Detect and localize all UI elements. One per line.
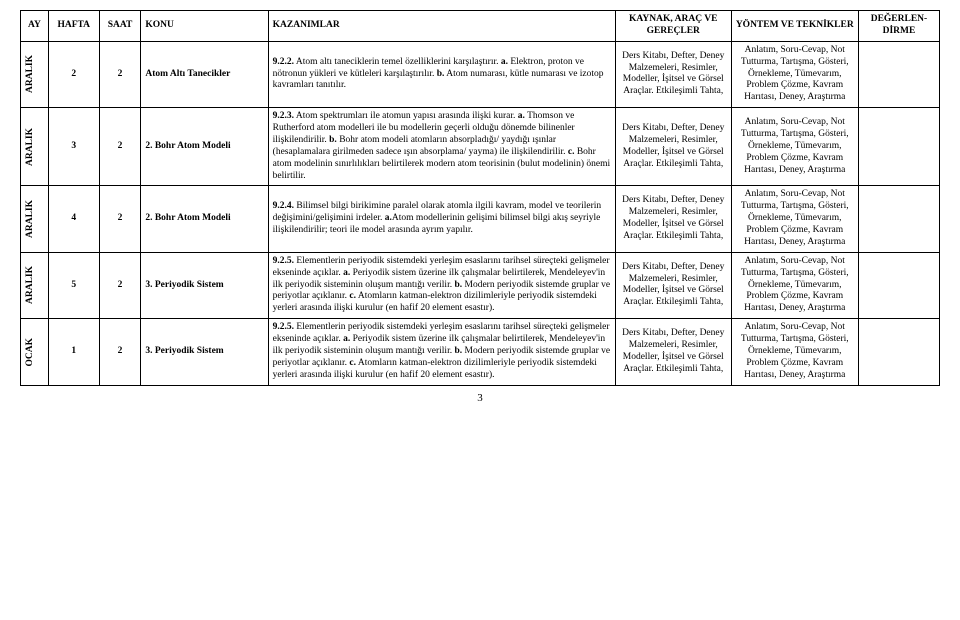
cell-hafta: 1 xyxy=(48,319,99,385)
plan-table: AY HAFTA SAAT KONU KAZANIMLAR KAYNAK, AR… xyxy=(20,10,940,386)
h-ay: AY xyxy=(21,11,49,42)
page-number: 3 xyxy=(20,392,940,404)
cell-saat: 2 xyxy=(99,108,141,186)
cell-degerlen xyxy=(858,252,939,318)
cell-hafta: 2 xyxy=(48,41,99,107)
h-saat: SAAT xyxy=(99,11,141,42)
cell-yontem: Anlatım, Soru-Cevap, Not Tutturma, Tartı… xyxy=(731,319,858,385)
cell-degerlen xyxy=(858,186,939,252)
table-row: ARALIK422. Bohr Atom Modeli9.2.4. Bilims… xyxy=(21,186,940,252)
h-kaynak: KAYNAK, ARAÇ VE GEREÇLER xyxy=(615,11,731,42)
cell-konu: 2. Bohr Atom Modeli xyxy=(141,186,268,252)
cell-kaynak: Ders Kitabı, Defter, Deney Malzemeleri, … xyxy=(615,108,731,186)
cell-kazanimlar: 9.2.5. Elementlerin periyodik sistemdeki… xyxy=(268,252,615,318)
table-row: OCAK123. Periyodik Sistem9.2.5. Elementl… xyxy=(21,319,940,385)
cell-degerlen xyxy=(858,41,939,107)
cell-yontem: Anlatım, Soru-Cevap, Not Tutturma, Tartı… xyxy=(731,252,858,318)
cell-saat: 2 xyxy=(99,319,141,385)
h-kazanimlar: KAZANIMLAR xyxy=(268,11,615,42)
cell-kaynak: Ders Kitabı, Defter, Deney Malzemeleri, … xyxy=(615,252,731,318)
h-yontem: YÖNTEM VE TEKNİKLER xyxy=(731,11,858,42)
cell-ay: ARALIK xyxy=(21,186,49,252)
cell-konu: 3. Periyodik Sistem xyxy=(141,252,268,318)
table-row: ARALIK523. Periyodik Sistem9.2.5. Elemen… xyxy=(21,252,940,318)
cell-hafta: 5 xyxy=(48,252,99,318)
cell-hafta: 3 xyxy=(48,108,99,186)
cell-kaynak: Ders Kitabı, Defter, Deney Malzemeleri, … xyxy=(615,41,731,107)
cell-ay: ARALIK xyxy=(21,108,49,186)
cell-yontem: Anlatım, Soru-Cevap, Not Tutturma, Tartı… xyxy=(731,108,858,186)
h-konu: KONU xyxy=(141,11,268,42)
cell-kaynak: Ders Kitabı, Defter, Deney Malzemeleri, … xyxy=(615,319,731,385)
table-row: ARALIK22Atom Altı Tanecikler9.2.2. Atom … xyxy=(21,41,940,107)
cell-degerlen xyxy=(858,108,939,186)
table-body: ARALIK22Atom Altı Tanecikler9.2.2. Atom … xyxy=(21,41,940,385)
cell-konu: 3. Periyodik Sistem xyxy=(141,319,268,385)
cell-saat: 2 xyxy=(99,186,141,252)
cell-saat: 2 xyxy=(99,41,141,107)
cell-konu: 2. Bohr Atom Modeli xyxy=(141,108,268,186)
cell-ay: ARALIK xyxy=(21,41,49,107)
cell-saat: 2 xyxy=(99,252,141,318)
cell-konu: Atom Altı Tanecikler xyxy=(141,41,268,107)
h-degerlen: DEĞERLEN-DİRME xyxy=(858,11,939,42)
cell-yontem: Anlatım, Soru-Cevap, Not Tutturma, Tartı… xyxy=(731,186,858,252)
table-header: AY HAFTA SAAT KONU KAZANIMLAR KAYNAK, AR… xyxy=(21,11,940,42)
cell-yontem: Anlatım, Soru-Cevap, Not Tutturma, Tartı… xyxy=(731,41,858,107)
cell-kaynak: Ders Kitabı, Defter, Deney Malzemeleri, … xyxy=(615,186,731,252)
table-row: ARALIK322. Bohr Atom Modeli9.2.3. Atom s… xyxy=(21,108,940,186)
cell-degerlen xyxy=(858,319,939,385)
cell-kazanimlar: 9.2.2. Atom altı taneciklerin temel özel… xyxy=(268,41,615,107)
cell-ay: OCAK xyxy=(21,319,49,385)
cell-kazanimlar: 9.2.4. Bilimsel bilgi birikimine paralel… xyxy=(268,186,615,252)
cell-hafta: 4 xyxy=(48,186,99,252)
cell-kazanimlar: 9.2.3. Atom spektrumları ile atomun yapı… xyxy=(268,108,615,186)
cell-kazanimlar: 9.2.5. Elementlerin periyodik sistemdeki… xyxy=(268,319,615,385)
cell-ay: ARALIK xyxy=(21,252,49,318)
h-hafta: HAFTA xyxy=(48,11,99,42)
